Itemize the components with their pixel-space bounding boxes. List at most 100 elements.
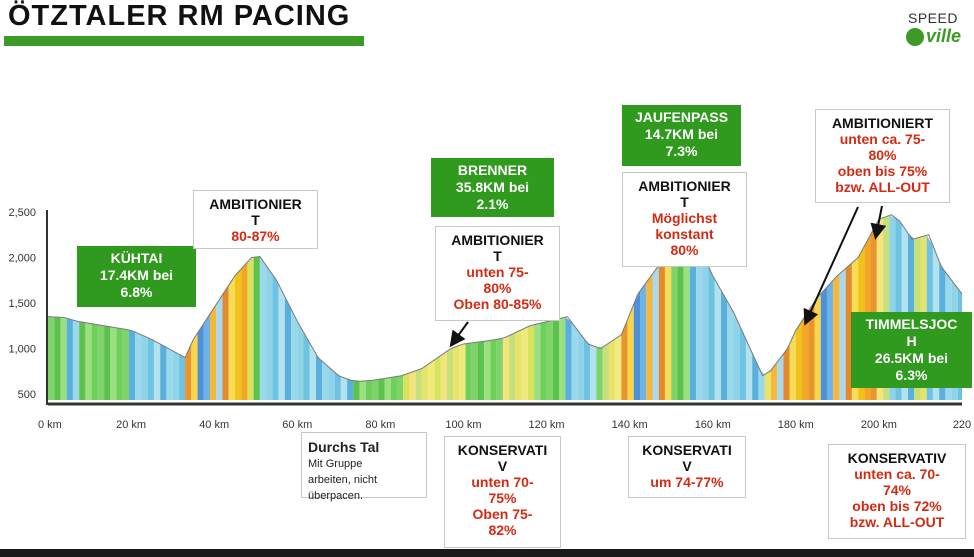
elevation-segment [396, 375, 404, 400]
elevation-segment [814, 293, 821, 400]
strategy-box-ambitioniert-2: AMBITIONIER T unten 75- 80% Oben 80-85% [435, 226, 560, 321]
elevation-segment [197, 323, 204, 400]
y-tick-label: 2,000 [8, 253, 36, 265]
elevation-segment [234, 268, 242, 400]
elevation-segment [297, 321, 304, 400]
x-tick-label: 120 km [529, 419, 565, 431]
elevation-segment [721, 290, 728, 400]
elevation-segment [783, 343, 790, 400]
strategy-label-cont: T [493, 248, 502, 264]
elevation-segment [116, 327, 123, 400]
elevation-segment [490, 339, 497, 400]
elevation-segment [272, 274, 279, 400]
pointer-arrows [449, 205, 887, 348]
elevation-segment [79, 321, 86, 400]
elevation-segment [696, 250, 703, 400]
elevation-segment [322, 361, 329, 400]
strategy-value: unten 70- [471, 474, 534, 490]
climb-gradient: 6.3% [895, 367, 928, 383]
elevation-segment [540, 321, 547, 400]
elevation-segment [596, 346, 603, 400]
elevation-segment [627, 304, 634, 400]
elevation-segment [770, 362, 778, 400]
elevation-segment [210, 304, 217, 400]
strategy-box-ambitioniert-3: AMBITIONIER T Möglichst konstant 80% [622, 172, 747, 267]
note-line: Mit Gruppe [308, 458, 363, 470]
elevation-segment [571, 322, 578, 400]
strategy-value: Oben 75- [472, 506, 533, 522]
strategy-value: 74% [882, 482, 912, 498]
elevation-segment [640, 282, 647, 400]
elevation-segment [752, 353, 759, 400]
strategy-value: bzw. ALL-OUT [849, 514, 945, 530]
strategy-box-ambitioniert-4: AMBITIONIERT unten ca. 75- 80% oben bis … [815, 109, 950, 203]
elevation-segment [646, 273, 653, 400]
climb-name: TIMMELSJOC [865, 316, 958, 332]
elevation-segment [415, 368, 422, 400]
strategy-label-cont: T [251, 212, 260, 228]
elevation-segment [802, 311, 809, 400]
elevation-segment [160, 343, 167, 400]
elevation-segment [259, 256, 267, 400]
elevation-segment [565, 317, 572, 400]
elevation-segment [808, 301, 815, 400]
elevation-segment [583, 338, 591, 400]
strategy-label: AMBITIONIER [451, 232, 544, 248]
elevation-segment [534, 323, 541, 400]
elevation-segment [372, 379, 379, 400]
elevation-segment [608, 338, 616, 400]
strategy-value: oben bis 75% [837, 163, 928, 179]
note-box-durchs-tal: Durchs Tal Mit Gruppe arbeiten, nicht üb… [301, 432, 427, 502]
strategy-label-cont: V [682, 458, 692, 474]
elevation-segment [577, 330, 584, 400]
elevation-segment [714, 279, 722, 400]
strategy-value: bzw. ALL-OUT [835, 179, 930, 195]
elevation-segment [453, 345, 460, 400]
climb-length: 35.8KM bei [455, 179, 530, 195]
elevation-segment [153, 340, 161, 400]
pointer-arrow [870, 205, 887, 240]
bottom-bar [0, 549, 974, 557]
elevation-segment [48, 316, 55, 400]
elevation-segment [739, 325, 746, 400]
elevation-segment [733, 312, 740, 400]
elevation-segment [727, 301, 734, 400]
elevation-segment [502, 335, 510, 400]
strategy-value: 80% [670, 242, 699, 258]
elevation-segment [104, 325, 111, 400]
elevation-segment [253, 256, 260, 400]
elevation-segment [515, 329, 522, 400]
strategy-label-cont: T [680, 194, 689, 210]
note-line: arbeiten, nicht [308, 474, 378, 486]
strategy-label: KONSERVATI [457, 442, 548, 458]
climb-gradient: 6.8% [120, 284, 153, 300]
elevation-segment [477, 341, 485, 400]
elevation-segment [347, 378, 354, 400]
strategy-value: 80% [483, 280, 512, 296]
elevation-segment [559, 317, 566, 400]
elevation-segment [440, 351, 447, 400]
elevation-segment [315, 353, 323, 400]
elevation-segment [72, 319, 80, 400]
strategy-value: unten ca. 75- [839, 131, 926, 147]
strategy-box-ambitioniert-1: AMBITIONIER T 80-87% [193, 190, 318, 249]
strategy-label: AMBITIONIER [638, 178, 731, 194]
elevation-segment [683, 246, 690, 400]
elevation-segment [409, 370, 416, 400]
page-title: ÖTZTALER RM PACING [8, 0, 351, 32]
elevation-segment [621, 319, 628, 400]
elevation-segment [203, 313, 211, 400]
climb-name: BRENNER [457, 162, 528, 178]
strategy-label: KONSERVATIV [847, 450, 947, 466]
elevation-segment [91, 323, 98, 400]
elevation-segment [677, 247, 684, 400]
strategy-value: 82% [488, 522, 517, 538]
elevation-segment [85, 322, 92, 400]
elevation-segment [745, 339, 753, 400]
elevation-segment [839, 268, 846, 400]
strategy-value: oben bis 72% [852, 498, 942, 514]
elevation-segment [527, 324, 535, 400]
elevation-segment [303, 332, 310, 400]
elevation-segment [777, 353, 784, 400]
strategy-value: 80-87% [231, 228, 280, 244]
